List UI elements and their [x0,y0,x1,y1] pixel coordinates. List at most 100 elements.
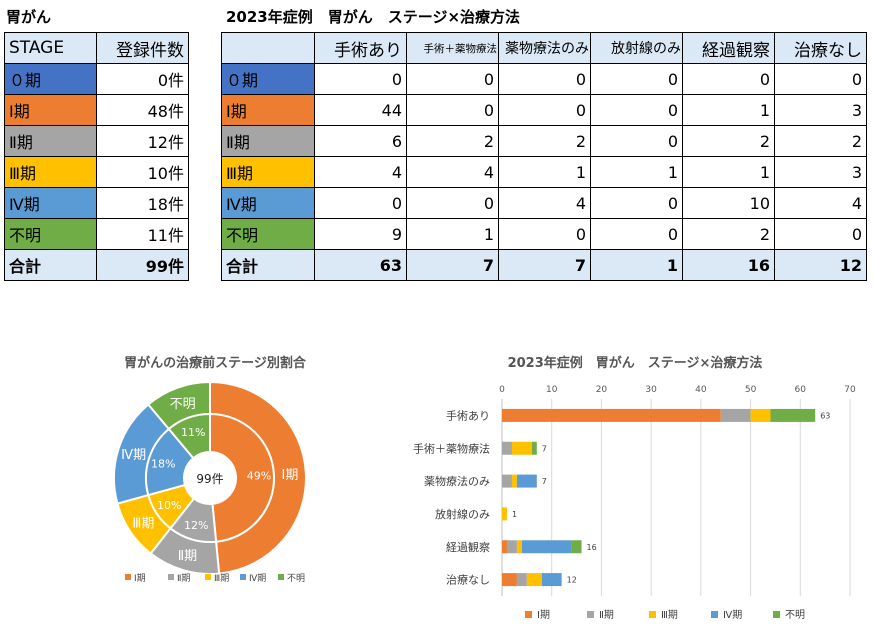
bar-segment [502,474,512,488]
table-cell: 0 [590,187,683,219]
table-row: Ⅳ期 18件 [4,187,189,219]
bar-segment [541,573,562,587]
table-cell: 1 [682,156,775,188]
legend-label: Ⅱ期 [599,609,614,621]
total-label: 合計 [221,249,315,281]
total-cell: 7 [406,249,499,281]
category-label: 薬物療法のみ [424,474,490,488]
table-cell: 4 [498,187,591,219]
stage-label: Ⅱ期 [4,125,97,157]
table-cell: 0 [314,187,407,219]
table-cell: 0 [774,218,867,250]
slice-name-label: Ⅳ期 [121,448,146,463]
header-corner [221,32,315,64]
stage-count: 10件 [96,156,189,188]
data-label: 16 [587,543,597,552]
table-row: 不明 11件 [4,218,189,250]
bar-segment [502,540,507,554]
table-cell: 0 [590,125,683,157]
x-tick-label: 30 [645,385,657,395]
legend-label: 不明 [785,609,805,621]
table-cell: 0 [498,94,591,126]
stage-count: 48件 [96,94,189,126]
table-row: Ⅰ期 48件 [4,94,189,126]
table-row: Ⅲ期 10件 [4,156,189,188]
slice-percent-label: 18% [151,457,175,470]
bar-segment [750,408,771,422]
bar-segment [511,441,532,455]
slice-name-label: Ⅲ期 [132,516,154,531]
table-cell: 2 [682,125,775,157]
table-cell: 2 [406,125,499,157]
left-table-title: 胃がん [6,8,52,26]
bar-segment [521,540,572,554]
slice-percent-label: 10% [157,499,181,512]
stage-label: Ⅳ期 [4,187,97,219]
total-label: 合計 [4,249,97,281]
table-cell: 1 [498,156,591,188]
center-total-label: 99件 [196,472,223,486]
stage-label: Ⅲ期 [4,156,97,188]
table-cell: 0 [774,63,867,95]
table-cell: 3 [774,94,867,126]
table-row: Ⅱ期 6 2 2 0 2 2 [221,125,867,157]
slice-percent-label: 11% [181,426,205,439]
slice-name-label: Ⅰ期 [281,468,298,483]
donut-inner-slice [167,412,211,460]
legend-swatch [711,611,718,618]
data-label: 12 [567,576,577,585]
stage-label: ０期 [4,63,97,95]
stage-label: ０期 [221,63,315,95]
legend-label: Ⅰ期 [537,609,550,621]
stage-count: 18件 [96,187,189,219]
table-cell: 44 [314,94,407,126]
table-cell: 2 [498,125,591,157]
total-value: 99件 [96,249,189,281]
bar-segment [502,573,517,587]
treatment-stacked-bar-chart: 2023年症例 胃がん ステージ×治療方法 0 10 20 30 40 50 60 70 手術あり… [413,355,856,621]
chart-title: 胃がんの治療前ステージ別割合 [124,355,307,371]
legend-label: Ⅲ期 [661,609,678,621]
table-cell: 4 [774,187,867,219]
x-tick-label: 20 [596,385,608,395]
table-cell: 0 [590,218,683,250]
table-cell: 2 [774,125,867,157]
total-cell: 7 [498,249,591,281]
legend-swatch [525,611,532,618]
stage-label: 不明 [4,218,97,250]
total-cell: 12 [774,249,867,281]
category-label: 放射線のみ [435,507,490,521]
treatment-header: 手術あり [314,32,407,64]
treatment-header: 放射線のみ [590,32,683,64]
bar-segment [720,408,751,422]
legend-label: Ⅰ期 [134,573,146,584]
total-cell: 1 [590,249,683,281]
bar-segment [516,540,522,554]
legend-label: Ⅱ期 [177,573,190,584]
bar-segment [571,540,582,554]
bar-segment [502,441,512,455]
slice-name-label: Ⅱ期 [178,549,197,564]
stage-label: Ⅰ期 [4,94,97,126]
bar-segment [502,507,507,521]
legend-label: Ⅲ期 [214,573,229,584]
stage-label: Ⅱ期 [221,125,315,157]
table-row: 不明 9 1 0 0 2 0 [221,218,867,250]
table-row: ０期 0件 [4,63,189,95]
right-table-title: 2023年症例 胃がん ステージ×治療方法 [226,8,521,26]
slice-percent-label: 49% [247,470,271,483]
bar-segment [502,408,721,422]
stage-treatment-table: 手術あり 手術＋薬物療法 薬物療法のみ 放射線のみ 経過観察 治療なし ０期 0 0 0 0 0 0 Ⅰ… [221,32,867,281]
table-cell: 0 [406,94,499,126]
x-tick-label: 60 [795,385,807,395]
header-count: 登録件数 [96,32,189,64]
stage-count: 12件 [96,125,189,157]
table-row: Ⅱ期 12件 [4,125,189,157]
data-label: 7 [542,477,547,486]
x-tick-label: 50 [745,385,757,395]
category-label: 手術あり [446,408,490,422]
table-cell: 0 [406,63,499,95]
legend-swatch [240,574,246,580]
table-cell: 1 [406,218,499,250]
